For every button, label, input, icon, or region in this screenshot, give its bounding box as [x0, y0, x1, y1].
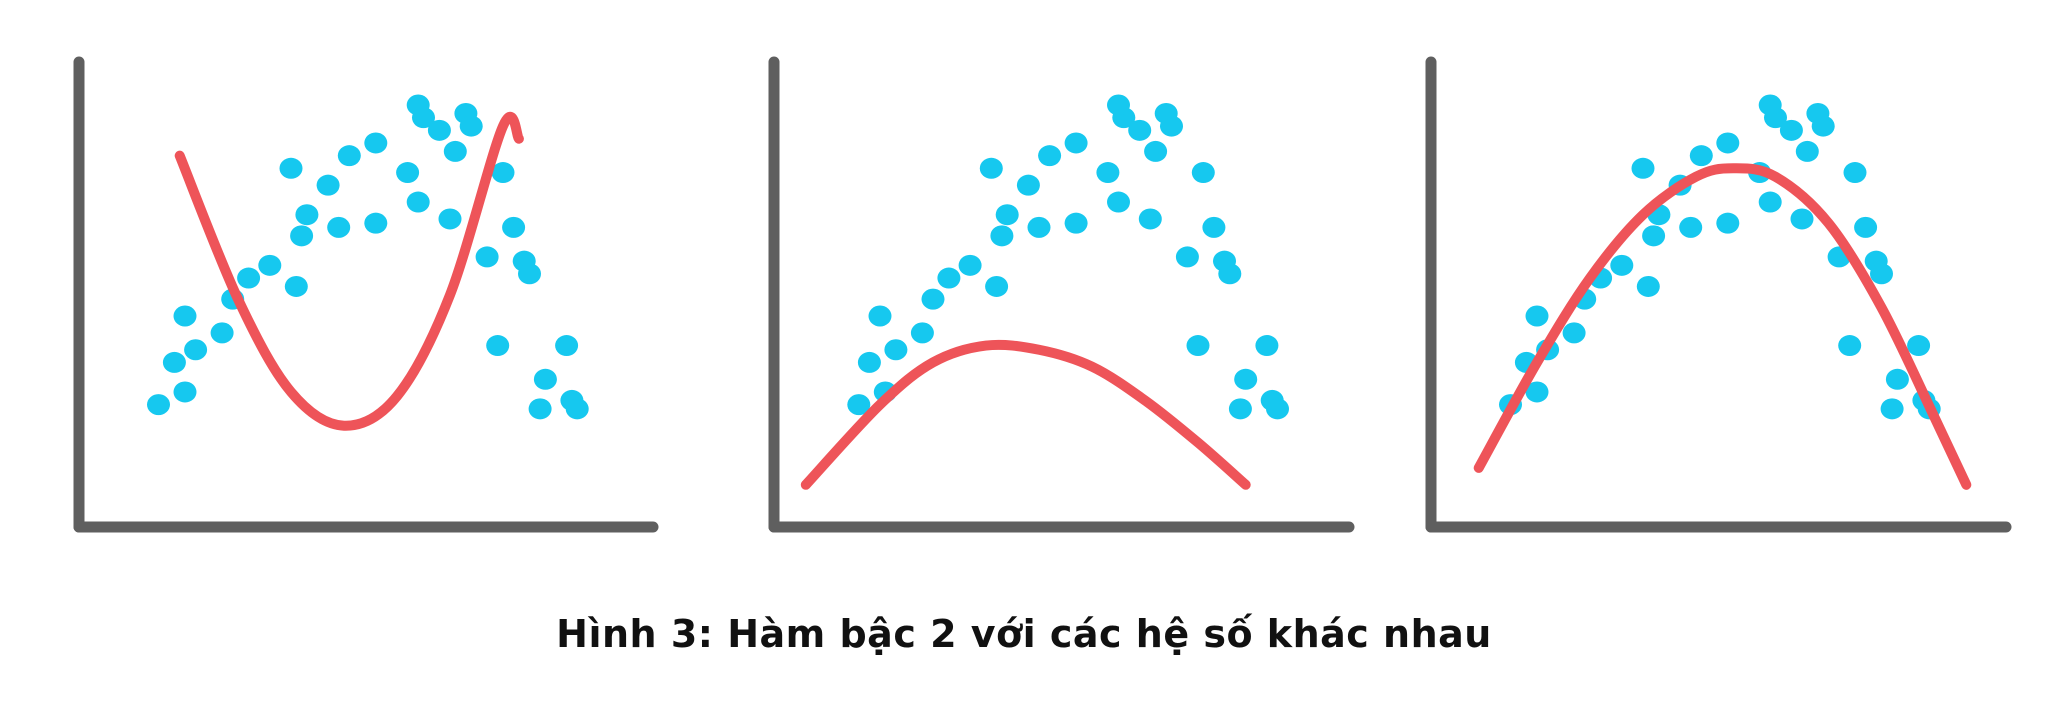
data-point: [1870, 263, 1893, 285]
data-point: [1716, 212, 1740, 234]
data-point: [173, 305, 197, 327]
data-point: [210, 322, 234, 344]
data-point: [237, 267, 261, 289]
data-point: [279, 157, 303, 179]
data-point: [533, 368, 557, 390]
data-point: [868, 305, 892, 327]
data-point: [337, 145, 361, 167]
data-point: [1525, 305, 1549, 327]
data-point: [406, 191, 430, 213]
data-point: [1160, 115, 1183, 137]
data-point: [1096, 162, 1120, 184]
data-point: [979, 157, 1003, 179]
data-point: [1228, 398, 1252, 420]
data-point: [995, 204, 1019, 226]
data-point: [1795, 140, 1819, 162]
data-point: [921, 288, 945, 310]
data-point: [427, 119, 451, 141]
data-point: [1064, 132, 1088, 154]
data-point: [184, 339, 208, 361]
data-point: [1266, 398, 1289, 420]
quadratic-curve: [800, 339, 1251, 490]
data-point: [1027, 216, 1051, 238]
data-point: [475, 246, 499, 268]
data-point: [937, 267, 961, 289]
data-point: [364, 212, 388, 234]
data-point: [857, 351, 881, 373]
data-point: [1128, 119, 1152, 141]
data-point: [1838, 335, 1862, 357]
data-point: [1234, 368, 1258, 390]
chart-panel-3: [1425, 56, 2012, 533]
data-point: [1907, 335, 1931, 357]
data-point: [1758, 94, 1782, 116]
figure-caption: Hình 3: Hàm bậc 2 với các hệ số khác nha…: [556, 612, 1492, 656]
data-point: [847, 394, 871, 416]
data-point: [290, 225, 314, 247]
data-point: [1525, 381, 1549, 403]
data-point: [1138, 208, 1162, 230]
data-point: [565, 398, 589, 420]
data-point: [1854, 216, 1878, 238]
data-point: [1144, 140, 1168, 162]
data-point: [1064, 212, 1088, 234]
data-point: [162, 351, 186, 373]
data-point: [438, 208, 462, 230]
data-point: [1880, 398, 1904, 420]
data-point: [1679, 216, 1703, 238]
data-point: [985, 275, 1009, 297]
data-point: [147, 394, 170, 416]
data-point: [491, 162, 515, 184]
quadratic-curve: [1473, 163, 1972, 490]
data-point: [258, 254, 282, 276]
data-point: [910, 322, 934, 344]
chart-panel-2: [768, 56, 1355, 533]
data-point: [1038, 145, 1062, 167]
data-point: [295, 204, 319, 226]
data-point: [1811, 115, 1835, 137]
data-point: [1562, 322, 1586, 344]
data-point: [406, 94, 430, 116]
data-point: [518, 263, 541, 285]
data-point: [528, 398, 552, 420]
data-point: [1255, 335, 1279, 357]
data-point: [364, 132, 388, 154]
data-point: [1716, 132, 1740, 154]
data-point: [1758, 191, 1782, 213]
chart-panel-1: [73, 56, 659, 533]
data-point: [1631, 157, 1655, 179]
data-point: [1790, 208, 1814, 230]
data-point: [173, 381, 197, 403]
data-point: [327, 216, 351, 238]
data-point: [1175, 246, 1199, 268]
data-point: [555, 335, 579, 357]
data-point: [1689, 145, 1713, 167]
data-point: [1642, 225, 1666, 247]
data-point: [1610, 254, 1634, 276]
data-point: [486, 335, 510, 357]
data-point: [1107, 94, 1130, 116]
data-point: [459, 115, 483, 137]
data-point: [990, 225, 1014, 247]
data-point: [1202, 216, 1226, 238]
data-point: [1191, 162, 1215, 184]
data-point: [1218, 263, 1242, 285]
data-point: [884, 339, 908, 361]
quadratic-curve: [174, 111, 524, 431]
data-point: [958, 254, 982, 276]
data-point: [1636, 275, 1660, 297]
data-point: [1107, 191, 1130, 213]
data-point: [1779, 119, 1803, 141]
data-point: [1843, 162, 1867, 184]
data-point: [443, 140, 467, 162]
data-point: [502, 216, 526, 238]
data-point: [1885, 368, 1909, 390]
data-point: [284, 275, 308, 297]
data-point: [1016, 174, 1040, 196]
data-point: [396, 162, 420, 184]
data-point: [316, 174, 340, 196]
data-point: [1186, 335, 1210, 357]
